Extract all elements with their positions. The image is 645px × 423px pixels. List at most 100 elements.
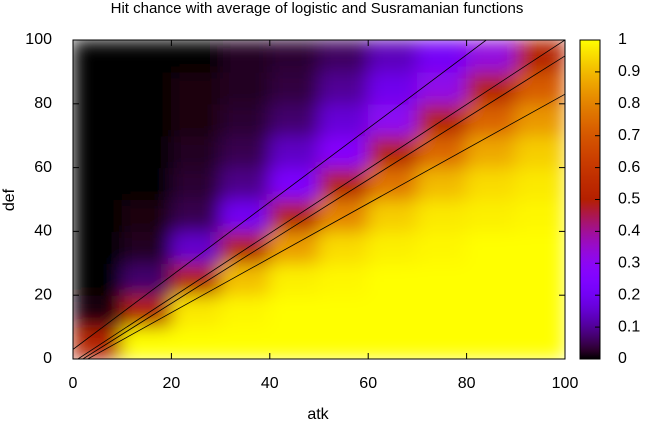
heat-cell: [73, 294, 123, 328]
heat-cell: [318, 294, 369, 328]
heat-cell: [121, 230, 172, 264]
heat-cell: [121, 71, 172, 105]
heat-cell: [269, 294, 320, 328]
heat-cell: [367, 135, 418, 169]
contour-line: [73, 40, 487, 350]
heat-cell: [121, 40, 172, 73]
heat-cell: [121, 167, 172, 200]
heat-cell: [269, 135, 320, 169]
heat-cell: [121, 326, 172, 359]
x-tick-label: 20: [163, 375, 181, 392]
heat-cell: [269, 71, 320, 105]
heat-cell: [121, 294, 172, 328]
heat-cell: [466, 167, 517, 200]
heat-cell: [416, 103, 468, 137]
heat-cell: [73, 262, 123, 296]
heat-cell: [73, 40, 123, 73]
heat-cell: [318, 40, 369, 73]
heat-cell: [170, 294, 222, 328]
contours: [73, 40, 565, 359]
heat-cell: [269, 262, 320, 296]
heat-cell: [416, 199, 468, 232]
heat-cell: [318, 262, 369, 296]
heat-cell: [515, 167, 565, 200]
x-tick-label: 40: [261, 375, 279, 392]
heat-cell: [170, 199, 222, 232]
heat-cell: [220, 71, 271, 105]
heat-cell: [416, 294, 468, 328]
heat-cell: [515, 103, 565, 137]
heat-cell: [515, 262, 565, 296]
heat-cell: [73, 199, 123, 232]
y-tick-label: 100: [25, 31, 52, 48]
ticks: 0 20 40 60 80 100 0 20 40 60 80 100 0 0.1 0.2 0.3 0.4 0.5…: [25, 31, 640, 392]
heat-cell: [73, 103, 123, 137]
heat-cell: [515, 326, 565, 359]
y-tick-label: 0: [43, 350, 52, 367]
colorbar-tick-label: 0.1: [618, 318, 640, 335]
heatmap: [73, 40, 565, 359]
x-tick-label: 100: [552, 375, 579, 392]
heat-cell: [466, 326, 517, 359]
heat-cell: [367, 230, 418, 264]
heat-cell: [416, 40, 468, 73]
y-tick-label: 20: [34, 286, 52, 303]
heat-cell: [318, 326, 369, 359]
heat-cell: [220, 135, 271, 169]
heat-cell: [121, 103, 172, 137]
heat-cell: [367, 199, 418, 232]
heat-cell: [466, 199, 517, 232]
heat-cell: [269, 326, 320, 359]
heat-cell: [416, 135, 468, 169]
heat-cell: [220, 326, 271, 359]
heat-cell: [416, 167, 468, 200]
colorbar-tick-label: 0.4: [618, 223, 640, 240]
heat-cell: [318, 230, 369, 264]
contour-line: [77, 40, 565, 359]
heat-cell: [170, 326, 222, 359]
heat-cell: [318, 71, 369, 105]
plot-frame: [72, 39, 566, 360]
heat-cell: [318, 103, 369, 137]
y-tick-label: 40: [34, 223, 52, 240]
x-tick-label: 80: [458, 375, 476, 392]
colorbar-tick-label: 1: [618, 31, 627, 48]
heat-cell: [121, 199, 172, 232]
heat-cell: [515, 230, 565, 264]
heat-cell: [73, 71, 123, 105]
contour-line: [82, 55, 565, 359]
heat-cell: [170, 167, 222, 200]
heat-cell: [220, 199, 271, 232]
heat-cell: [73, 230, 123, 264]
heat-cell: [220, 262, 271, 296]
heat-cell: [170, 230, 222, 264]
heat-cell: [73, 135, 123, 169]
heat-cell: [121, 135, 172, 169]
heat-cell: [416, 71, 468, 105]
heat-cell: [220, 230, 271, 264]
heat-cell: [220, 167, 271, 200]
heat-cell: [170, 71, 222, 105]
heat-cell: [416, 326, 468, 359]
heat-cell: [318, 167, 369, 200]
heat-cell: [367, 40, 418, 73]
heat-cell: [269, 103, 320, 137]
heat-cell: [367, 262, 418, 296]
heat-cell: [466, 103, 517, 137]
heat-cell: [73, 167, 123, 200]
heat-cell: [515, 135, 565, 169]
colorbar-tick-label: 0: [618, 350, 627, 367]
heat-cell: [466, 230, 517, 264]
y-tick-label: 80: [34, 95, 52, 112]
heat-cell: [367, 326, 418, 359]
heat-cell: [466, 40, 517, 73]
heat-cell: [170, 262, 222, 296]
heat-cell: [170, 103, 222, 137]
heat-cell: [269, 40, 320, 73]
heat-cell: [466, 135, 517, 169]
heat-cell: [367, 103, 418, 137]
heat-cell: [220, 294, 271, 328]
heat-cell: [515, 294, 565, 328]
heat-cell: [220, 103, 271, 137]
heat-cell: [367, 167, 418, 200]
